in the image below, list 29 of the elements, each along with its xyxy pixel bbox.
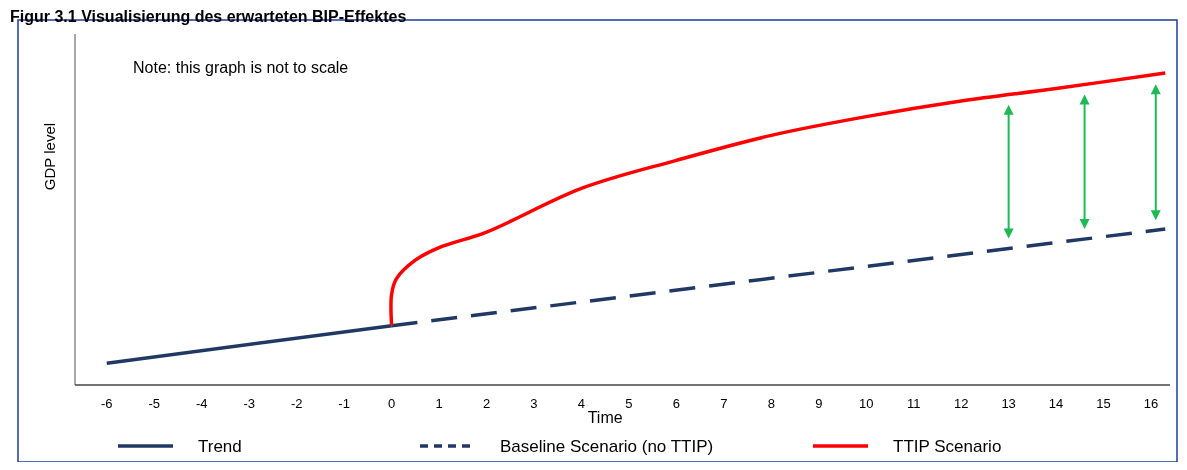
x-tick-label: -5 — [148, 396, 161, 411]
x-tick-label: -2 — [290, 396, 303, 411]
x-tick-label: 6 — [672, 396, 680, 411]
x-axis-title: Time — [587, 409, 623, 426]
x-tick-label: 15 — [1096, 396, 1111, 411]
x-tick-label: 0 — [387, 396, 396, 411]
x-tick-label: 1 — [435, 396, 443, 411]
x-tick-label: 4 — [577, 396, 586, 411]
y-axis-title: GDP level — [41, 122, 58, 191]
x-tick-label: 11 — [906, 396, 921, 411]
x-tick-label: -3 — [243, 396, 255, 411]
x-tick-label: 3 — [530, 396, 538, 411]
x-tick-label: -4 — [195, 396, 208, 411]
x-tick-label: 14 — [1048, 396, 1064, 411]
x-tick-label: -1 — [338, 396, 350, 411]
legend-label: Baseline Scenario (no TTIP) — [500, 437, 714, 456]
x-tick-label: 8 — [767, 396, 775, 411]
legend-label: Trend — [198, 437, 242, 456]
x-tick-label: 10 — [858, 396, 874, 411]
annotation: Note: this graph is not to scale — [133, 59, 349, 76]
x-tick-label: 7 — [720, 396, 728, 411]
x-tick-label: 12 — [953, 396, 969, 411]
x-tick-label: 9 — [815, 396, 823, 411]
x-tick-label: 5 — [625, 396, 633, 411]
x-tick-label: 16 — [1143, 396, 1159, 411]
x-tick-label: -6 — [101, 396, 113, 411]
x-tick-label: 2 — [482, 396, 491, 411]
legend-label: TTIP Scenario — [893, 437, 1002, 456]
x-tick-label: 13 — [1001, 396, 1016, 411]
